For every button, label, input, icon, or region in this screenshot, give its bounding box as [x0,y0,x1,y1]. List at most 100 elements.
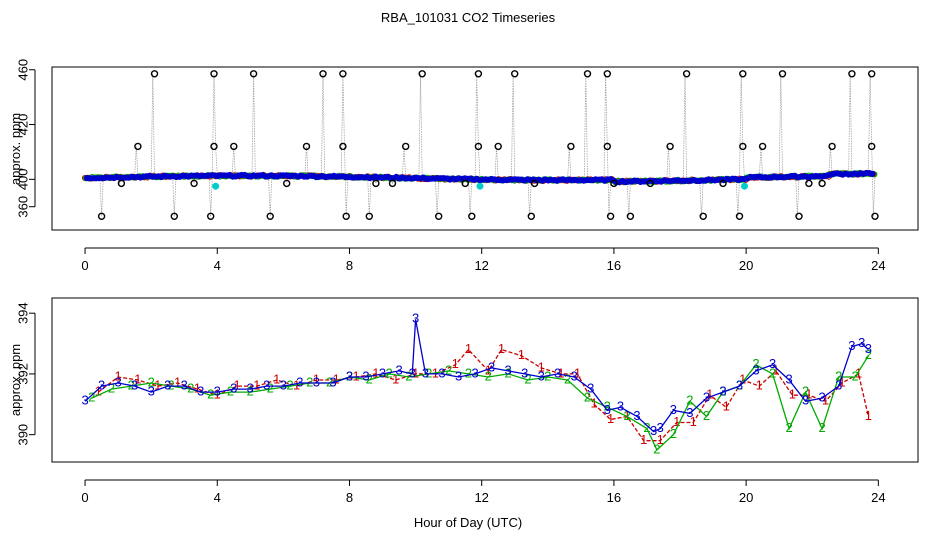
raw-outlier-point [474,142,483,151]
inlet1-marker: 1 [838,374,845,389]
inlet3-marker: 3 [296,374,303,389]
inlet1-marker: 1 [772,362,779,377]
inlet2-marker: 2 [405,368,412,383]
panel-bottom-ylabel: approx. ppm [8,344,23,416]
inlet3-marker: 3 [346,368,353,383]
inlet3-marker: 3 [181,378,188,393]
raw-outlier-point [302,142,311,151]
inlet2-marker: 2 [504,365,511,380]
raw-outlier-point [283,179,291,188]
inlet3-marker: 3 [148,384,155,399]
inlet1-marker: 1 [352,368,359,383]
inlet1-marker: 1 [865,408,872,423]
panel-top-frame [51,66,919,231]
inlet2-marker: 2 [802,384,809,399]
inlet3-point [869,170,876,177]
raw-outlier-point [603,142,611,151]
inlet3-marker: 3 [752,362,759,377]
raw-outlier-point [435,212,443,221]
inlet1-marker: 1 [313,371,320,386]
inlet1-marker: 1 [723,399,730,414]
raw-outlier-point [682,70,691,78]
raw-outlier-point [150,70,159,78]
raw-outlier-point [868,142,876,151]
inlet2-marker: 2 [366,371,373,386]
inlet1-marker: 1 [706,387,713,402]
inlet2-marker: 2 [670,426,677,441]
inlet1-marker: 1 [673,414,680,429]
raw-outlier-point [342,212,350,221]
inlet3-marker: 3 [409,365,416,380]
inlet3-marker: 3 [769,356,776,371]
inlet3-marker: 3 [571,368,578,383]
inlet3-marker: 3 [438,365,445,380]
inlet1-marker: 1 [756,378,763,393]
inlet3-marker: 3 [504,362,511,377]
inlet2-marker: 2 [719,384,726,399]
inlet1-marker: 1 [590,396,597,411]
inlet2-marker: 2 [686,393,693,408]
raw-outlier-point [210,142,218,151]
raw-outlier-point [719,179,727,188]
inlet3-marker: 3 [802,393,809,408]
inlet1-marker: 1 [465,341,472,356]
inlet3-marker: 3 [848,338,855,353]
panel-top-x-tick-label: 4 [214,258,221,273]
raw-outlier-point [795,212,803,221]
inlet3-line [84,319,869,433]
inlet3-marker: 3 [719,384,726,399]
inlet3-marker: 3 [703,390,710,405]
inlet3-marker: 3 [670,402,677,417]
inlet1-marker: 1 [253,378,260,393]
raw-outlier-point [365,212,373,221]
raw-outlier-point [388,179,397,188]
inlet1-marker: 1 [485,362,492,377]
inlet3-marker: 3 [131,378,138,393]
inlet2-marker: 2 [465,365,472,380]
inlet2-marker: 2 [818,420,825,435]
panel-bottom-x-tick-label: 0 [81,490,88,505]
inlet3-marker: 3 [554,365,561,380]
inlet2-marker: 2 [736,378,743,393]
inlet2-line [91,355,869,451]
inlet3-marker: 3 [280,378,287,393]
inlet2-marker: 2 [653,441,660,456]
inlet3-marker: 3 [395,362,402,377]
inlet3-marker: 3 [657,420,664,435]
raw-outlier-point [848,70,856,78]
inlet2-marker: 2 [207,387,214,402]
inlet1-marker: 1 [174,374,181,389]
inlet1-marker: 1 [154,378,161,393]
panel-top-x-tick-label: 20 [739,258,753,273]
raw-outlier-point [372,179,380,188]
raw-outlier-point [494,142,502,151]
inlet2-marker: 2 [267,381,274,396]
panel-bottom-x-tick-label: 16 [607,490,621,505]
raw-outlier-point [606,212,615,221]
panel-bottom-x-tick-label: 12 [474,490,488,505]
inlet1-marker: 1 [412,365,419,380]
inlet2-marker: 2 [524,371,531,386]
inlet3-marker: 3 [471,365,478,380]
panel-bottom-y-tick-label: 390 [15,424,30,446]
inlet1-line [97,348,870,442]
inlet1-marker: 1 [273,371,280,386]
raw-outlier-point [871,212,879,221]
raw-outlier-point [461,179,469,188]
raw-outlier-point [805,179,813,188]
panel-bottom-x-tick-label: 24 [871,490,885,505]
inlet3-marker: 3 [247,381,254,396]
inlet1-marker: 1 [640,432,647,447]
raw-outlier-point [511,70,519,78]
inlet1-marker: 1 [114,368,121,383]
inlet1-marker: 1 [789,387,796,402]
inlet3-marker: 3 [785,371,792,386]
inlet3-marker: 3 [835,378,842,393]
raw-outlier-point [828,142,836,151]
raw-outlier-point [249,70,258,78]
inlet3-marker: 3 [98,378,105,393]
